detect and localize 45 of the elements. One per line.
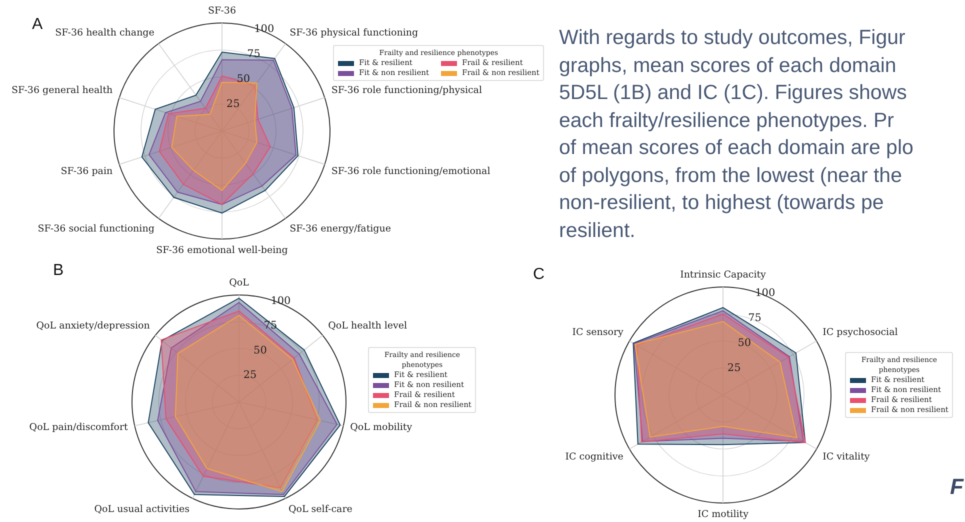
spoke-label: QoL (229, 278, 250, 289)
text: of polygons, from the lowest (near the (559, 162, 903, 188)
y-tick-label: 25 (727, 362, 741, 374)
spoke-label: QoL pain/discomfort (29, 422, 128, 433)
text: each frailty/resilience phenotypes. Pr (559, 108, 896, 134)
y-tick-label: 50 (236, 72, 250, 85)
spoke-label: QoL anxiety/depression (36, 320, 150, 332)
spoke-label: IC cognitive (565, 452, 624, 463)
spoke-label: SF-36 health change (55, 28, 155, 39)
spoke-label: IC sensory (572, 327, 624, 338)
y-tick-label: 50 (738, 336, 752, 349)
spoke-label: QoL self-care (288, 504, 353, 515)
text: A (32, 16, 43, 34)
spoke-label: SF-36 emotional well-being (156, 245, 288, 256)
spoke-label: SF-36 role functioning/physical (331, 85, 482, 96)
spoke-label: SF-36 social functioning (38, 223, 154, 234)
spoke-label: QoL mobility (350, 422, 413, 433)
spoke-label: QoL health level (328, 320, 408, 332)
y-tick-label: 100 (254, 23, 274, 36)
y-tick-label: 50 (254, 344, 267, 356)
text: 5D5L (1B) and IC (1C). Figures shows (559, 80, 908, 106)
spoke-label: SF-36 role functioning/emotional (331, 166, 490, 177)
y-tick-label: 100 (270, 295, 291, 308)
y-tick-label: 25 (226, 98, 240, 110)
spoke-label: IC vitality (822, 452, 870, 463)
spoke-label: SF-36 (208, 6, 236, 17)
text: graphs, mean scores of each domain (559, 52, 898, 78)
chart-title: B (53, 262, 64, 280)
spoke-label: SF-36 energy/fatigue (290, 223, 392, 234)
text: With regards to study outcomes, Figur (559, 25, 906, 51)
spoke-label: SF-36 general health (12, 85, 113, 96)
chart-title: C (533, 266, 545, 284)
y-tick-label: 100 (755, 287, 776, 300)
text: resilient. (559, 218, 636, 244)
text: non-resilient, to highest (towards pe (559, 190, 885, 216)
y-tick-label: 25 (243, 369, 257, 382)
y-tick-label: 75 (748, 312, 762, 324)
spoke-label: SF-36 pain (60, 166, 113, 177)
text: of mean scores of each domain are plo (559, 135, 914, 161)
spoke-label: Intrinsic Capacity (680, 270, 767, 281)
spoke-label: SF-36 physical functioning (290, 28, 418, 39)
spoke-label: IC motility (698, 509, 750, 520)
spoke-label: IC psychosocial (822, 327, 898, 338)
spoke-label: QoL usual activities (94, 504, 190, 515)
text: F (950, 474, 964, 499)
